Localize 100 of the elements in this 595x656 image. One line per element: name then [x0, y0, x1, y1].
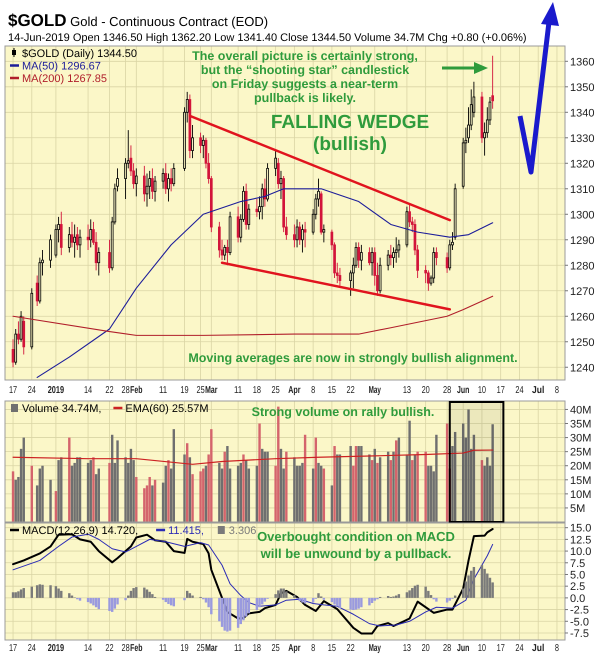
bar — [76, 457, 79, 522]
x-tick-label: 8 — [311, 385, 317, 396]
candlestick — [218, 221, 221, 258]
bar — [110, 598, 114, 612]
bar — [312, 598, 314, 603]
bar — [68, 593, 71, 598]
bar — [336, 598, 338, 606]
candlestick — [199, 132, 202, 154]
y-tick-label: 1310 — [570, 184, 594, 196]
candlestick — [427, 270, 430, 292]
bar — [338, 598, 342, 608]
legend-label: MACD(12,26,9) 14.720, — [22, 525, 138, 537]
bar — [446, 598, 448, 603]
bar — [22, 438, 25, 522]
bar — [386, 452, 390, 522]
bar — [414, 454, 416, 522]
y-tick-label: 15M — [570, 474, 592, 487]
bar — [49, 480, 52, 522]
bar — [330, 485, 334, 522]
x-tick-label: 14 — [84, 385, 96, 396]
y-tick-label: 1270 — [570, 286, 594, 298]
bar — [130, 448, 132, 522]
y-tick-label: 1320 — [570, 158, 594, 170]
bar — [293, 595, 296, 598]
bar — [454, 432, 456, 522]
candlestick — [17, 320, 20, 345]
y-tick-label: 1290 — [570, 234, 594, 247]
bar — [349, 598, 352, 610]
bar — [394, 440, 398, 522]
bar — [333, 446, 336, 522]
x-tick-label: 8 — [554, 643, 560, 654]
bar — [186, 443, 188, 522]
x-tick-label: Jul — [532, 385, 547, 396]
bar — [374, 598, 376, 601]
bar — [86, 462, 90, 522]
bar — [408, 590, 411, 598]
bar — [236, 598, 240, 628]
bar — [282, 588, 285, 598]
y-tick-label: 1340 — [570, 107, 594, 120]
candlestick — [167, 173, 170, 202]
candlestick — [22, 316, 26, 355]
y-tick-label: 10.0 — [570, 546, 592, 558]
bar — [427, 466, 430, 522]
bar — [338, 454, 342, 522]
y-tick-label: 1240 — [570, 362, 594, 374]
bar — [20, 589, 22, 598]
candlestick — [357, 242, 360, 268]
bar — [360, 598, 363, 608]
bar — [151, 594, 154, 598]
candlestick — [386, 250, 390, 271]
x-tick-label: Mar — [205, 385, 223, 396]
candlestick — [162, 168, 164, 190]
y-tick-label: 10M — [570, 488, 592, 501]
bar — [258, 424, 261, 522]
bar — [491, 582, 494, 598]
bar — [312, 468, 314, 522]
x-tick-label: Apr — [288, 643, 306, 654]
bar — [376, 462, 379, 522]
x-tick-label: 28 — [443, 643, 454, 654]
x-tick-label: 14 — [84, 643, 96, 654]
candlestick — [378, 257, 382, 294]
candlestick — [296, 218, 298, 248]
x-tick-label: 25 — [272, 643, 283, 654]
bar — [188, 593, 192, 598]
bar — [301, 462, 304, 522]
x-tick-label: 25 — [272, 385, 283, 396]
bar — [167, 598, 170, 604]
x-tick-label: May — [368, 385, 388, 396]
x-tick-label: 17 — [8, 385, 20, 396]
y-tick-label: 5.0 — [570, 569, 586, 582]
bar — [424, 586, 427, 598]
y-tick-label: 35M — [570, 418, 592, 431]
bar — [349, 446, 352, 522]
candlestick — [390, 244, 392, 266]
annotation: Overbought condition on MACD will be unwound by a pullback. — [257, 529, 455, 561]
bar — [293, 457, 296, 522]
bar — [68, 438, 71, 522]
bar — [17, 591, 20, 598]
bar — [38, 468, 42, 522]
bar — [57, 588, 60, 598]
bar — [320, 466, 322, 522]
candlestick — [188, 94, 192, 159]
y-tick-label: 2.5 — [570, 581, 586, 594]
x-tick-label: 22 — [346, 385, 358, 396]
bar — [314, 438, 318, 522]
candlestick — [256, 198, 258, 218]
bar — [94, 598, 98, 608]
x-tick-label: 11 — [158, 643, 170, 654]
candlestick — [360, 244, 363, 271]
legend-label: 3.306 — [228, 525, 256, 537]
bar — [164, 598, 167, 602]
bar — [285, 591, 288, 598]
bar — [264, 598, 266, 602]
bar — [186, 590, 188, 598]
x-tick-label: Jun — [457, 385, 475, 396]
bar — [266, 452, 269, 522]
y-tick-label: 25M — [570, 446, 592, 459]
bar — [360, 446, 363, 522]
line-series — [12, 296, 494, 336]
bar — [124, 457, 127, 522]
